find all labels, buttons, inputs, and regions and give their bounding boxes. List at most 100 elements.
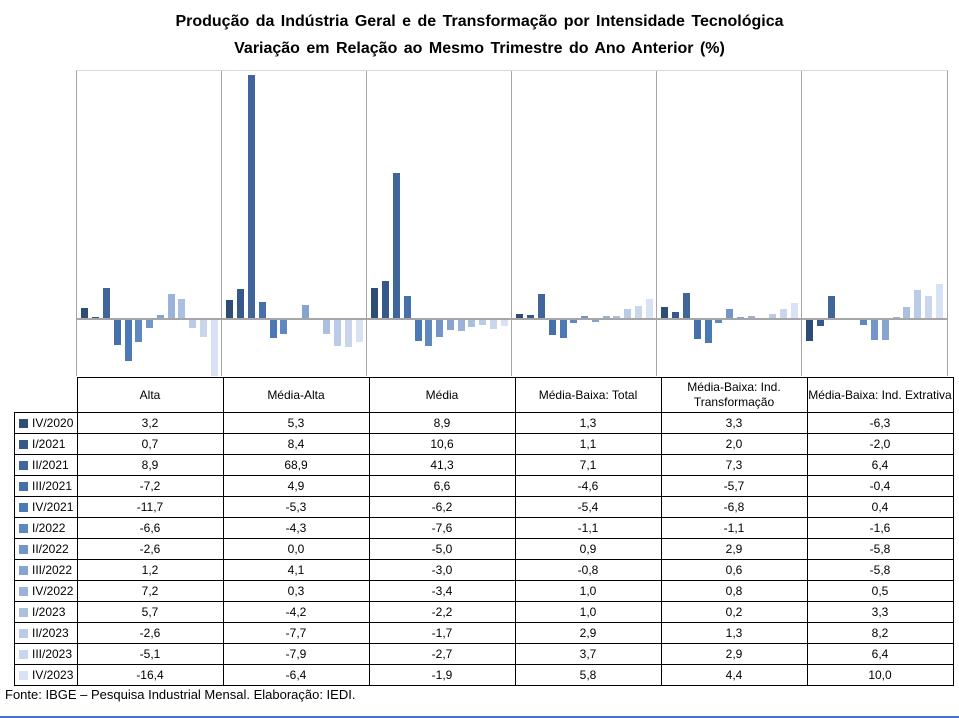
legend-color-swatch-icon xyxy=(19,524,28,533)
table-value-cell: -3,4 xyxy=(368,580,516,602)
table-value-cell: -16,4 xyxy=(76,664,224,686)
header-row: Alta Média-Alta Média Média-Baixa: Total Méd… xyxy=(15,377,954,413)
table-value-cell: -5,0 xyxy=(368,538,516,560)
legend-cell: II/2022 xyxy=(14,538,78,560)
chart-bar xyxy=(237,289,245,319)
chart-bar xyxy=(704,319,712,344)
legend-color-swatch-icon xyxy=(19,419,28,428)
legend-cell: I/2022 xyxy=(14,517,78,539)
table-row: IV/2021 -11,7 -5,3 -6,2 -5,4 -6,8 0,4 xyxy=(14,496,954,518)
legend-cell: III/2021 xyxy=(14,475,78,497)
chart-bar xyxy=(446,319,454,330)
table-value-cell: -2,6 xyxy=(76,538,224,560)
legend-color-swatch-icon xyxy=(19,608,28,617)
legend-color-swatch-icon xyxy=(19,587,28,596)
legend-cell: IV/2020 xyxy=(14,412,78,434)
table-value-cell: 4,9 xyxy=(222,475,370,497)
table-value-cell: -0,8 xyxy=(514,559,662,581)
chart-bar xyxy=(537,293,545,319)
table-value-cell: -2,7 xyxy=(368,643,516,665)
legend-color-swatch-icon xyxy=(19,566,28,575)
legend-quarter-label: II/2023 xyxy=(32,626,69,640)
table-value-cell: -2,0 xyxy=(806,433,954,455)
table-value-cell: 41,3 xyxy=(368,454,516,476)
chart-bar xyxy=(323,319,331,334)
chart-bar xyxy=(102,287,110,319)
table-value-cell: 2,0 xyxy=(660,433,808,455)
table-value-cell: 3,7 xyxy=(514,643,662,665)
table-value-cell: 0,4 xyxy=(806,496,954,518)
chart-bar xyxy=(935,283,943,319)
table-value-cell: -5,8 xyxy=(806,538,954,560)
legend-quarter-label: III/2023 xyxy=(32,647,73,661)
column-header: Média-Baixa: Ind. Extrativa xyxy=(806,377,954,413)
chart-bar xyxy=(682,293,690,319)
legend-cell: III/2022 xyxy=(14,559,78,581)
table-value-cell: 3,2 xyxy=(76,412,224,434)
chart-bar xyxy=(602,315,610,319)
category-separator-gridline xyxy=(366,71,367,376)
table-value-cell: -1,6 xyxy=(806,517,954,539)
chart-title-line2: Variação em Relação ao Mesmo Trimestre d… xyxy=(234,40,725,57)
table-value-cell: -5,8 xyxy=(806,559,954,581)
table-value-cell: 8,9 xyxy=(368,412,516,434)
column-header: Média-Alta xyxy=(222,377,370,413)
chart-bar xyxy=(779,308,787,319)
chart-bar xyxy=(226,300,234,319)
chart-bar xyxy=(881,319,889,340)
table-value-cell: 0,8 xyxy=(660,580,808,602)
table-value-cell: 0,5 xyxy=(806,580,954,602)
chart-bar xyxy=(258,301,266,319)
table-value-cell: -7,7 xyxy=(222,622,370,644)
table-value-cell: -1,9 xyxy=(368,664,516,686)
table-row: III/2021 -7,2 4,9 6,6 -4,6 -5,7 -0,4 xyxy=(14,475,954,497)
table-row: IV/2020 3,2 5,3 8,9 1,3 3,3 -6,3 xyxy=(14,412,954,434)
table-value-cell: 1,3 xyxy=(514,412,662,434)
corner-cell xyxy=(15,378,78,413)
chart-bar xyxy=(301,304,309,319)
chart-bar xyxy=(736,316,744,319)
chart-bar xyxy=(924,296,932,319)
chart-bar xyxy=(527,315,535,319)
table-row: IV/2023 -16,4 -6,4 -1,9 5,8 4,4 10,0 xyxy=(14,664,954,686)
chart-bar xyxy=(392,172,400,319)
table-value-cell: 8,9 xyxy=(76,454,224,476)
chart-bar xyxy=(425,319,433,346)
table-value-cell: 2,9 xyxy=(660,538,808,560)
table-value-cell: 5,8 xyxy=(514,664,662,686)
chart-bar xyxy=(634,305,642,319)
legend-color-swatch-icon xyxy=(19,461,28,470)
legend-cell: III/2023 xyxy=(14,643,78,665)
table-value-cell: 3,3 xyxy=(660,412,808,434)
chart-bar xyxy=(178,298,186,319)
chart-bar xyxy=(769,314,777,319)
chart-bar xyxy=(457,319,465,331)
table-value-cell: -5,7 xyxy=(660,475,808,497)
table-value-cell: -2,6 xyxy=(76,622,224,644)
table-row: II/2022 -2,6 0,0 -5,0 0,9 2,9 -5,8 xyxy=(14,538,954,560)
table-value-cell: 0,9 xyxy=(514,538,662,560)
table-row: I/2021 0,7 8,4 10,6 1,1 2,0 -2,0 xyxy=(14,433,954,455)
table-row: II/2023 -2,6 -7,7 -1,7 2,9 1,3 8,2 xyxy=(14,622,954,644)
legend-cell: II/2023 xyxy=(14,622,78,644)
table-value-cell: 0,6 xyxy=(660,559,808,581)
table-value-cell: 5,7 xyxy=(76,601,224,623)
chart-plot-area xyxy=(76,70,948,376)
table-value-cell: 6,4 xyxy=(806,643,954,665)
legend-color-swatch-icon xyxy=(19,671,28,680)
category-separator-gridline xyxy=(801,71,802,376)
chart-bar xyxy=(280,319,288,335)
legend-quarter-label: I/2022 xyxy=(32,521,66,535)
chart-bar xyxy=(403,295,411,319)
table-value-cell: 7,1 xyxy=(514,454,662,476)
legend-color-swatch-icon xyxy=(19,629,28,638)
chart-bar xyxy=(135,319,143,343)
chart-bar xyxy=(645,298,653,319)
chart-bar xyxy=(559,319,567,339)
table-value-cell: -4,6 xyxy=(514,475,662,497)
table-value-cell: -11,7 xyxy=(76,496,224,518)
table-value-cell: 6,4 xyxy=(806,454,954,476)
table-value-cell: 10,0 xyxy=(806,664,954,686)
table-value-cell: 1,1 xyxy=(514,433,662,455)
table-value-cell: 0,3 xyxy=(222,580,370,602)
